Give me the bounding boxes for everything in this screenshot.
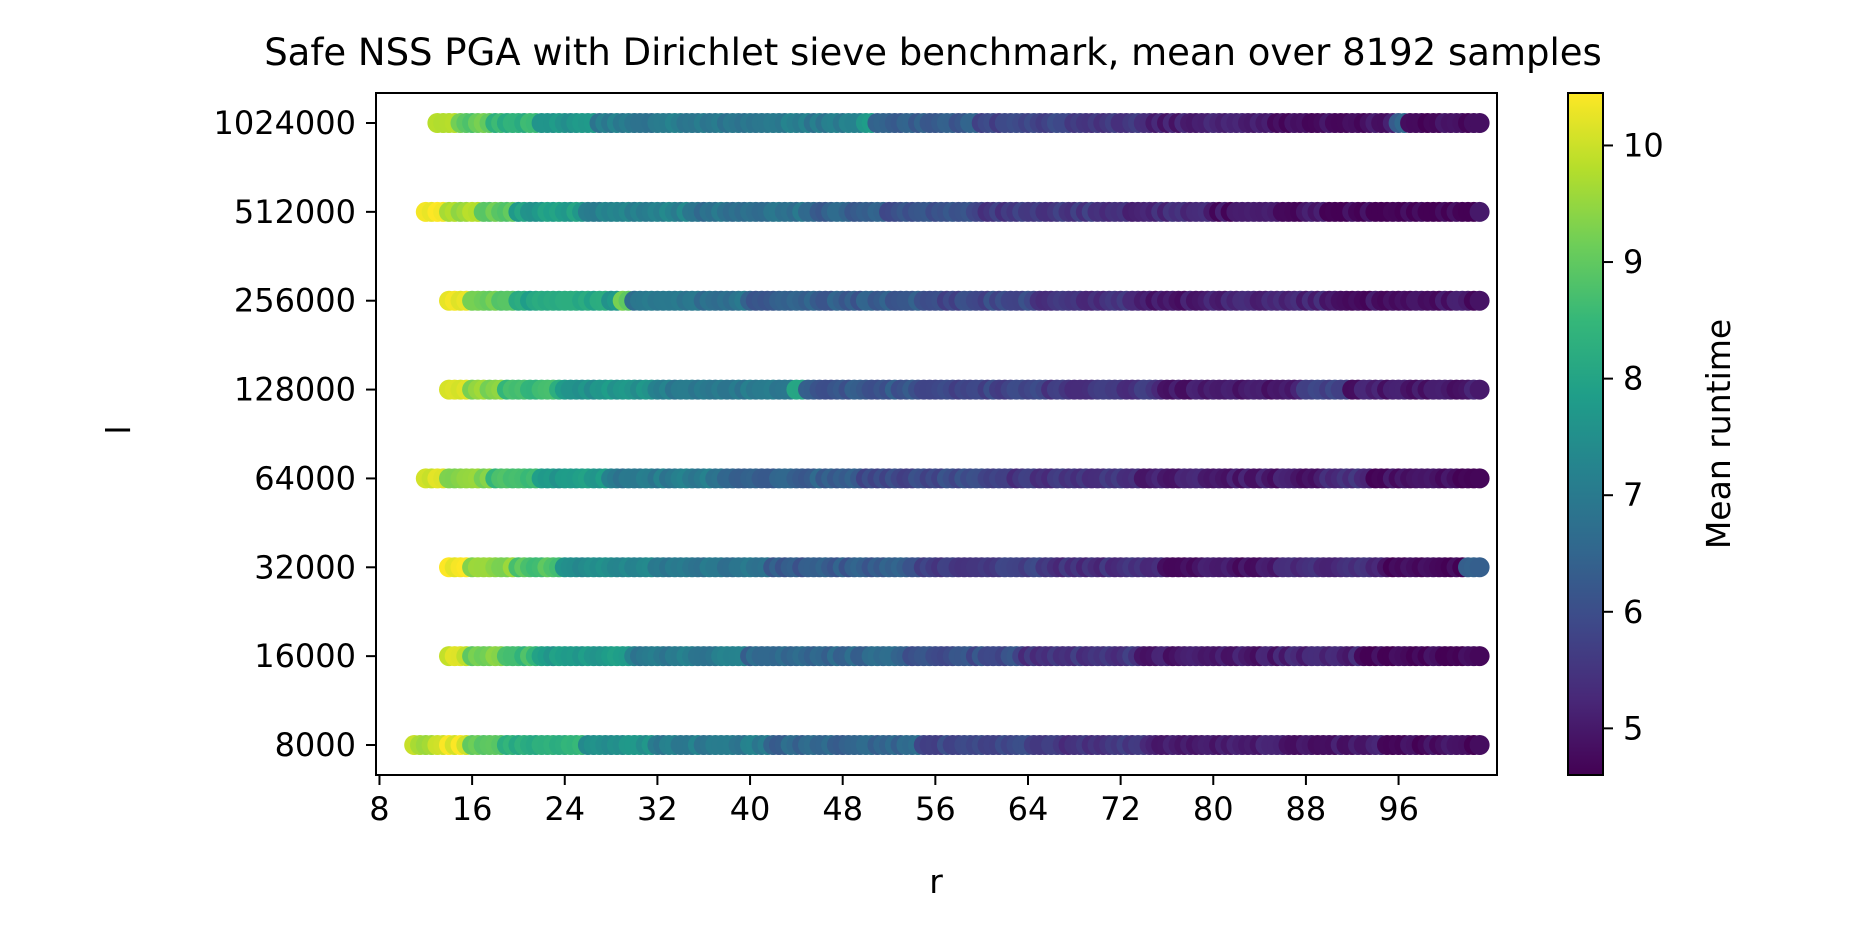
x-tick-label: 88 bbox=[1286, 790, 1327, 828]
x-tick-label: 16 bbox=[452, 790, 493, 828]
scatter-point bbox=[1469, 735, 1490, 755]
x-tick-label: 48 bbox=[822, 790, 863, 828]
y-tick-label: 8000 bbox=[275, 726, 356, 764]
data-points bbox=[404, 113, 1490, 755]
scatter-point bbox=[1469, 290, 1490, 311]
x-tick-label: 40 bbox=[730, 790, 771, 828]
y-tick-label: 32000 bbox=[254, 548, 356, 586]
colorbar-tick-label: 9 bbox=[1623, 243, 1643, 281]
chart-title: Safe NSS PGA with Dirichlet sieve benchm… bbox=[264, 31, 1602, 74]
colorbar-label: Mean runtime bbox=[1699, 319, 1738, 549]
scatter-point bbox=[1469, 468, 1490, 489]
y-tick-label: 256000 bbox=[234, 282, 356, 320]
y-axis: 8000 16000 32000 64000 128000 256000 512000 102… bbox=[213, 104, 376, 764]
y-tick-label: 16000 bbox=[254, 637, 356, 675]
y-axis-label: l bbox=[99, 425, 138, 434]
scatter-point bbox=[1469, 379, 1490, 400]
y-tick-label: 512000 bbox=[234, 193, 356, 231]
x-tick-label: 80 bbox=[1193, 790, 1234, 828]
colorbar-tick-label: 6 bbox=[1623, 593, 1643, 631]
colorbar-tick-label: 5 bbox=[1623, 709, 1643, 747]
y-tick-label: 1024000 bbox=[213, 104, 356, 142]
scatter-point bbox=[1469, 646, 1490, 667]
x-tick-label: 8 bbox=[369, 790, 389, 828]
x-tick-label: 72 bbox=[1100, 790, 1141, 828]
y-tick-label: 128000 bbox=[234, 371, 356, 409]
colorbar-axis: 5 6 7 8 9 10 bbox=[1603, 126, 1664, 747]
x-axis: 8 16 24 32 40 48 56 64 72 80 88 96 bbox=[369, 775, 1419, 828]
x-tick-label: 96 bbox=[1378, 790, 1419, 828]
x-tick-label: 64 bbox=[1008, 790, 1049, 828]
scatter-point bbox=[1469, 113, 1490, 133]
colorbar bbox=[1567, 92, 1604, 776]
scatter-point bbox=[1469, 201, 1490, 222]
colorbar-tick-label: 7 bbox=[1623, 476, 1643, 514]
x-tick-label: 56 bbox=[915, 790, 956, 828]
plot-frame bbox=[375, 92, 1498, 776]
x-tick-label: 24 bbox=[544, 790, 585, 828]
scatter-point bbox=[1469, 557, 1490, 578]
colorbar-tick-label: 10 bbox=[1623, 126, 1664, 164]
x-tick-label: 32 bbox=[637, 790, 678, 828]
y-tick-label: 64000 bbox=[254, 459, 356, 497]
x-axis-label: r bbox=[929, 862, 943, 901]
colorbar-tick-label: 8 bbox=[1623, 360, 1643, 398]
